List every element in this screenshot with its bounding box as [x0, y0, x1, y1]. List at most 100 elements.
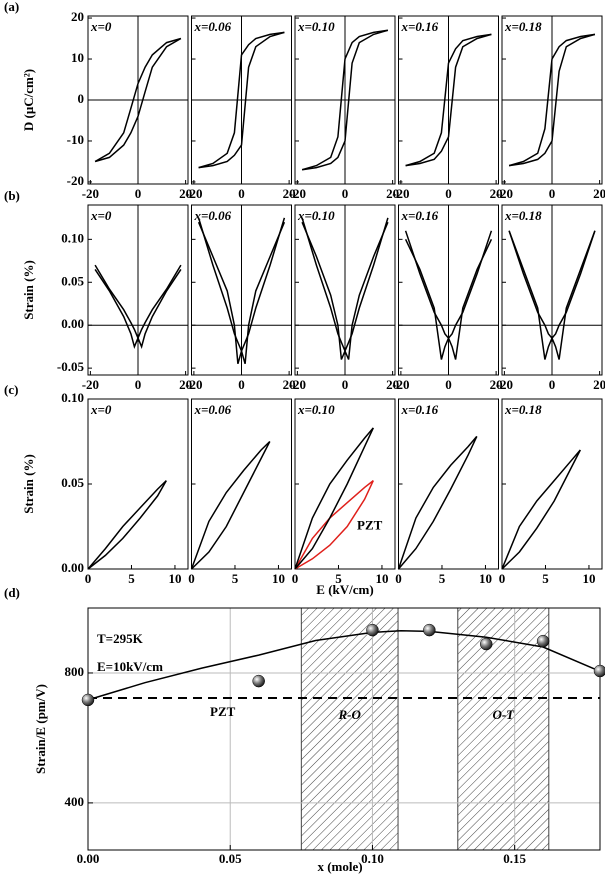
panel-frame	[398, 398, 499, 570]
loop-branch	[198, 31, 285, 169]
x-tick-label: 20	[283, 186, 296, 201]
panel-title: x=0.06	[194, 208, 232, 223]
loop-branch	[190, 441, 271, 570]
x-tick-label: 0	[85, 571, 92, 586]
panel-label: (c)	[4, 382, 18, 397]
x-tick-label: 20	[386, 377, 399, 392]
panel-title: x=0.18	[504, 19, 542, 34]
x-tick-label: -20	[82, 186, 99, 201]
x-tick-label: 10	[272, 571, 285, 586]
loop-branch	[87, 480, 167, 570]
x-tick-label: 0.10	[361, 851, 384, 866]
reference-label: PZT	[357, 517, 383, 532]
y-tick-label: 20	[71, 9, 84, 24]
x-tick-label: 20	[593, 186, 605, 201]
x-tick-label: 0	[499, 571, 506, 586]
panel-title: x=0	[90, 19, 112, 34]
panel-frame	[87, 398, 189, 570]
y-axis-label: Strain (%)	[21, 454, 36, 514]
y-tick-label: 0.10	[61, 390, 84, 405]
panel-title: x=0.16	[401, 402, 439, 417]
x-tick-label: 10	[479, 571, 492, 586]
y-tick-label: 800	[65, 664, 85, 679]
data-point	[81, 693, 95, 707]
panel-title: x=0.06	[194, 19, 232, 34]
x-tick-label: 0	[549, 377, 556, 392]
x-tick-label: 0	[135, 377, 142, 392]
loop-branch	[508, 33, 596, 167]
x-tick-label: -20	[496, 186, 513, 201]
panel-title: x=0.18	[504, 402, 542, 417]
y-tick-label: 10	[71, 50, 84, 65]
plot-frame	[87, 607, 601, 851]
data-point	[479, 637, 493, 651]
data-point	[423, 623, 436, 637]
y-axis-label: Strain (%)	[21, 260, 36, 320]
x-tick-label: 20	[490, 186, 503, 201]
x-tick-label: 0	[292, 571, 299, 586]
panel-label: (d)	[4, 585, 20, 600]
loop-branch	[198, 31, 285, 169]
x-tick-label: 0	[188, 571, 195, 586]
x-tick-label: 10	[375, 571, 388, 586]
x-tick-label: 20	[283, 377, 296, 392]
x-tick-label: -20	[392, 186, 409, 201]
loop-branch	[405, 33, 492, 167]
y-tick-label: 0.05	[61, 475, 84, 490]
panel-title: x=0	[90, 402, 112, 417]
x-tick-label: 0	[395, 571, 402, 586]
loop-branch	[94, 37, 182, 163]
annotation: E=10kV/cm	[97, 659, 163, 674]
loop-branch	[301, 29, 389, 171]
panel-label: (a)	[4, 0, 19, 14]
x-tick-label: 5	[439, 571, 446, 586]
x-tick-label: 0	[549, 186, 556, 201]
x-tick-label: 20	[386, 186, 399, 201]
phase-region	[457, 608, 549, 850]
panel-title: x=0.16	[401, 208, 439, 223]
x-tick-label: 5	[542, 571, 549, 586]
x-tick-label: -20	[289, 377, 306, 392]
x-tick-label: 10	[168, 571, 181, 586]
y-tick-label: 0.00	[61, 560, 84, 575]
loop-branch	[501, 449, 581, 570]
phase-label: O-T	[492, 707, 515, 722]
y-tick-label: 0.00	[61, 316, 84, 331]
loop-branch	[294, 427, 374, 570]
loop-branch	[294, 427, 374, 570]
x-tick-label: 0	[445, 377, 452, 392]
loop-branch	[508, 33, 596, 167]
loop-branch	[405, 33, 492, 167]
x-tick-label: 20	[593, 377, 605, 392]
x-tick-label: -20	[496, 377, 513, 392]
phase-region	[301, 608, 399, 850]
y-tick-label: 0.10	[61, 230, 84, 245]
x-tick-label: -20	[392, 377, 409, 392]
x-tick-label: 20	[179, 377, 192, 392]
panel-title: x=0.10	[297, 208, 335, 223]
x-axis-label: x (mole)	[317, 859, 362, 874]
y-axis-label: Strain/E (pm/V)	[33, 684, 48, 774]
x-tick-label: 5	[335, 571, 342, 586]
panel-title: x=0.06	[194, 402, 232, 417]
reference-label: PZT	[210, 704, 236, 719]
y-tick-label: 0	[78, 91, 85, 106]
x-tick-label: 0	[238, 377, 245, 392]
annotation: T=295K	[97, 631, 144, 646]
panel-label: (b)	[4, 188, 20, 203]
y-tick-label: 0.05	[61, 273, 84, 288]
loop-branch	[301, 217, 389, 360]
loop-branch	[404, 230, 493, 360]
x-tick-label: 0	[238, 186, 245, 201]
loop-branch	[294, 480, 374, 570]
data-point	[366, 623, 379, 637]
loop-branch	[397, 436, 478, 570]
loop-branch	[190, 440, 271, 570]
x-tick-label: 5	[128, 571, 135, 586]
panel-frame	[191, 398, 292, 570]
x-tick-label: -20	[185, 377, 202, 392]
x-tick-label: 0	[135, 186, 142, 201]
y-tick-label: -20	[67, 173, 84, 188]
x-tick-label: 0	[342, 186, 349, 201]
